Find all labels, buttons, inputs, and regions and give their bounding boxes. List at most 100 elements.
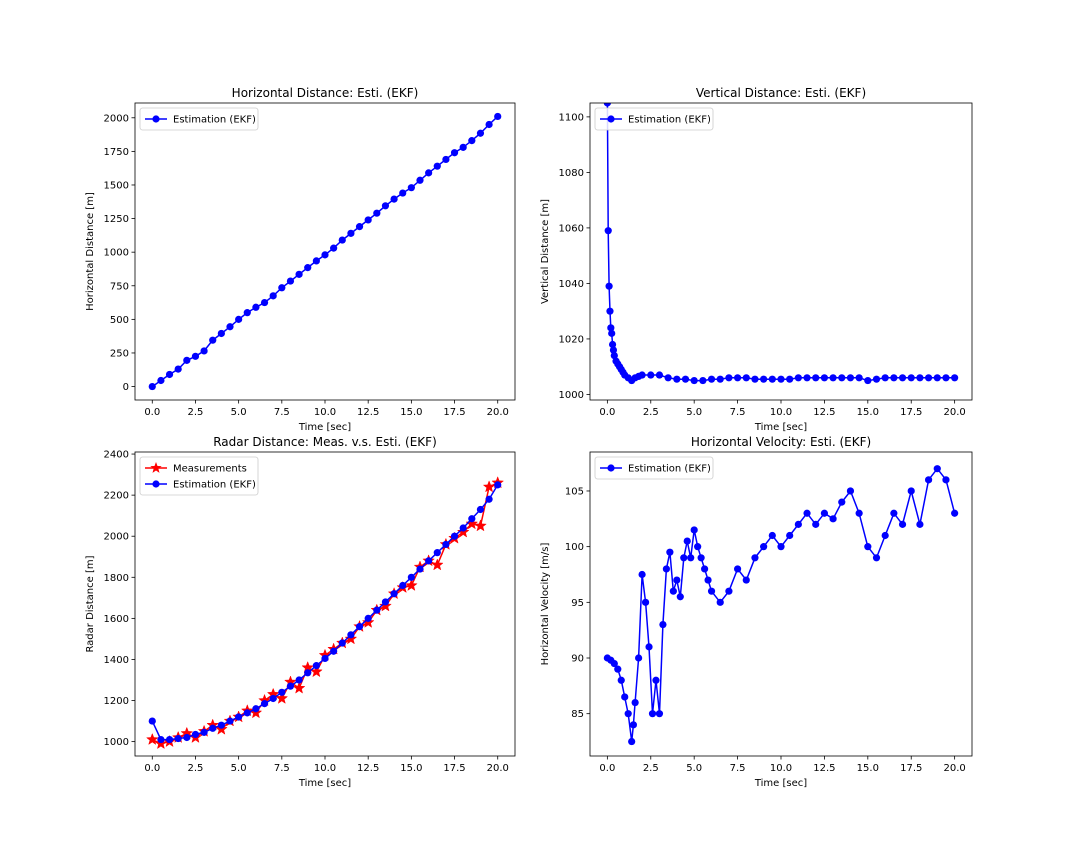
data-point xyxy=(898,520,907,528)
data-point xyxy=(855,374,863,382)
data-point xyxy=(286,277,295,285)
x-axis-label: Time [sec] xyxy=(754,778,807,789)
data-point xyxy=(260,700,269,708)
data-point xyxy=(716,598,724,606)
data-point xyxy=(183,356,191,364)
data-point xyxy=(278,688,286,696)
data-point xyxy=(881,374,889,382)
data-point xyxy=(295,676,303,684)
data-point xyxy=(614,665,622,673)
data-point xyxy=(659,621,667,629)
data-point xyxy=(951,509,959,517)
y-axis-label: Horizontal Velocity [m/s] xyxy=(540,543,551,666)
data-point xyxy=(916,520,924,528)
data-point xyxy=(312,257,320,265)
data-point xyxy=(217,329,225,338)
legend-box xyxy=(139,107,259,131)
data-point xyxy=(295,270,303,278)
data-point xyxy=(707,375,716,383)
legend-marker xyxy=(607,464,615,472)
data-point xyxy=(951,374,959,382)
x-tick-label: 15.0 xyxy=(400,407,422,418)
data-point xyxy=(468,515,476,523)
data-point xyxy=(275,691,289,704)
x-tick-label: 15.0 xyxy=(400,763,422,774)
data-point xyxy=(312,662,320,670)
legend-marker xyxy=(152,115,160,123)
y-tick-label: 750 xyxy=(110,281,129,292)
x-tick-label: 17.5 xyxy=(443,407,465,418)
data-point xyxy=(777,375,785,383)
chart-title: Vertical Distance: Esti. (EKF) xyxy=(696,86,866,100)
data-point xyxy=(405,578,418,591)
x-tick-label: 20.0 xyxy=(944,763,966,774)
data-point xyxy=(687,554,695,562)
data-point xyxy=(459,524,467,532)
data-point xyxy=(907,487,915,495)
y-tick-label: 1000 xyxy=(104,248,129,259)
data-point xyxy=(442,540,450,549)
data-point xyxy=(604,227,612,235)
y-tick-label: 100 xyxy=(565,542,584,553)
data-point xyxy=(742,374,750,382)
data-point xyxy=(278,284,286,292)
legend: Estimation (EKF) xyxy=(594,107,714,131)
legend-marker xyxy=(607,115,615,123)
data-point xyxy=(321,654,329,663)
data-point xyxy=(157,735,165,744)
y-tick-label: 90 xyxy=(571,654,584,665)
data-point xyxy=(304,669,312,677)
x-tick-label: 0.0 xyxy=(144,407,160,418)
data-point xyxy=(165,370,174,379)
chart-4: 0.0 2.5 5.0 7.5 10.0 12.5 15.0 17.5 20.0 85 90 95 10… xyxy=(540,435,973,789)
data-point xyxy=(476,505,485,514)
data-point xyxy=(683,537,691,545)
data-point xyxy=(364,614,372,622)
data-point xyxy=(174,365,182,373)
x-tick-label: 10.0 xyxy=(770,407,792,418)
data-point xyxy=(148,382,156,391)
data-point xyxy=(786,531,794,540)
x-tick-label: 12.5 xyxy=(357,763,379,774)
x-tick-label: 2.5 xyxy=(643,763,659,774)
data-point xyxy=(200,347,208,355)
data-point xyxy=(881,531,889,540)
x-axis-label: Time [sec] xyxy=(298,778,351,789)
x-tick-label: 20.0 xyxy=(944,407,966,418)
data-point xyxy=(226,717,234,725)
data-point xyxy=(751,554,759,562)
data-point xyxy=(933,465,941,473)
data-point xyxy=(725,587,733,595)
x-tick-label: 7.5 xyxy=(730,407,746,418)
data-point xyxy=(655,371,664,379)
y-tick-label: 1060 xyxy=(559,223,584,234)
data-point xyxy=(269,694,277,703)
data-point xyxy=(165,735,174,744)
x-tick-label: 10.0 xyxy=(314,407,336,418)
data-point xyxy=(209,724,217,732)
data-point xyxy=(286,682,295,690)
data-point xyxy=(648,710,657,718)
data-point xyxy=(433,162,441,170)
data-point xyxy=(697,554,705,562)
data-point xyxy=(494,112,502,121)
data-point xyxy=(820,509,829,517)
data-point xyxy=(430,558,444,571)
data-point xyxy=(243,309,251,317)
data-point xyxy=(690,526,698,534)
data-point xyxy=(725,374,733,382)
data-point xyxy=(786,375,794,383)
data-point xyxy=(760,543,768,551)
data-point xyxy=(681,375,690,383)
y-tick-label: 1250 xyxy=(104,214,129,225)
data-point xyxy=(407,573,415,581)
data-point xyxy=(390,195,398,203)
data-point xyxy=(482,480,496,493)
data-point xyxy=(269,292,277,300)
data-point xyxy=(355,622,364,631)
data-point xyxy=(608,340,617,349)
data-point xyxy=(631,698,639,707)
axes-frame xyxy=(134,451,516,757)
y-tick-label: 2000 xyxy=(104,113,129,124)
x-tick-label: 2.5 xyxy=(643,407,659,418)
